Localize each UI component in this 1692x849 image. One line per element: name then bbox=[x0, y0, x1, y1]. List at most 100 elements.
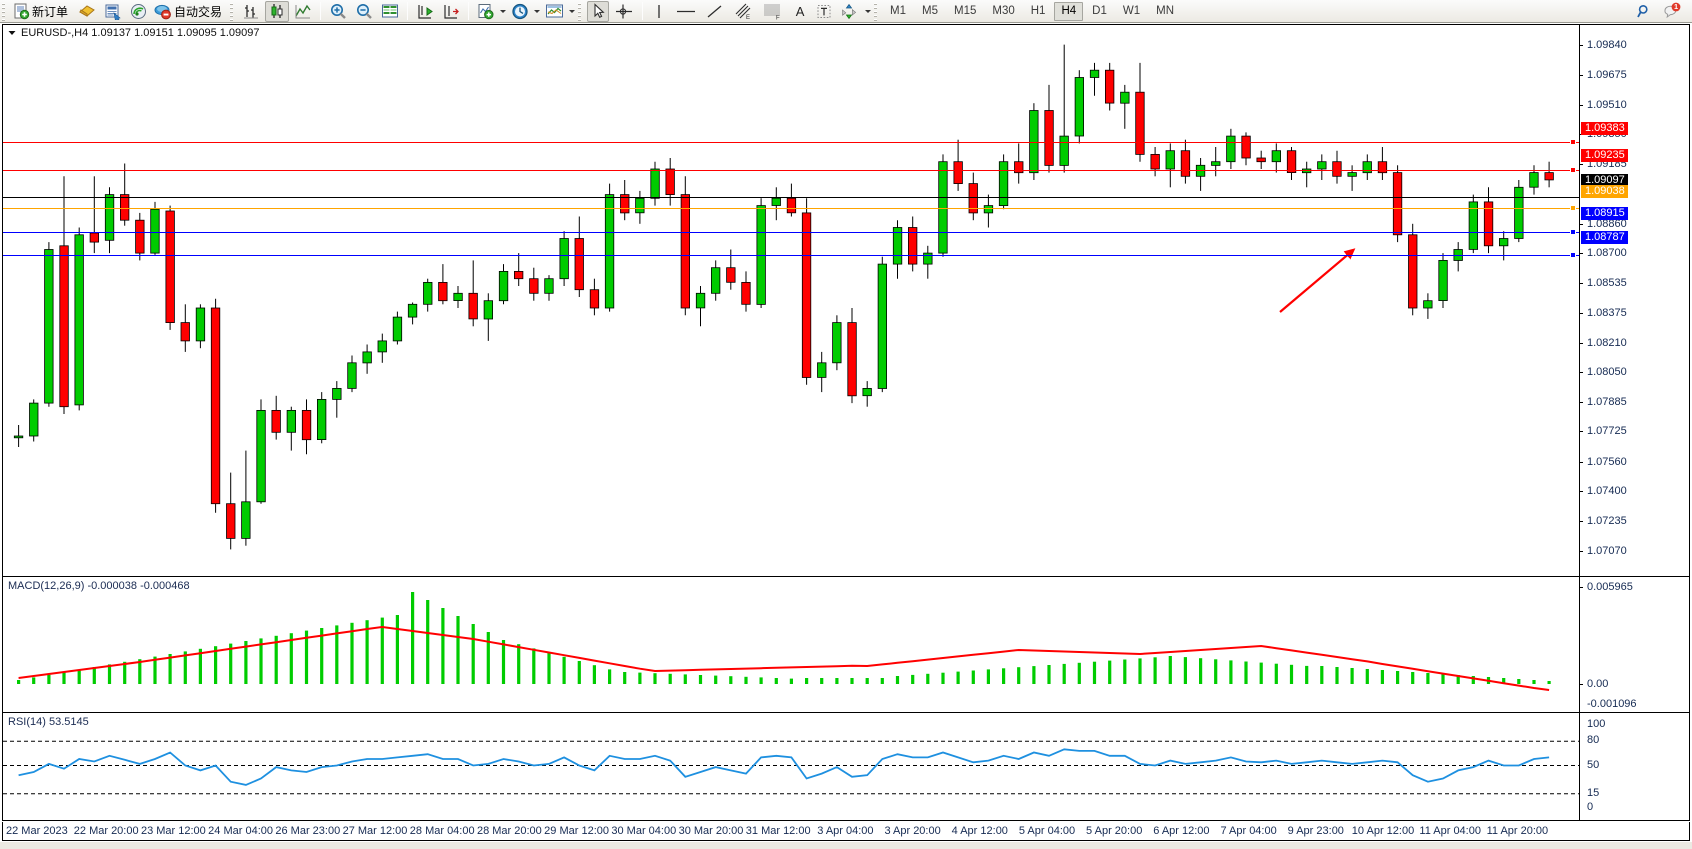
macd-series bbox=[17, 592, 1551, 691]
red-arrow-annotation[interactable] bbox=[3, 25, 1579, 577]
toolbar-sep-2 bbox=[407, 2, 409, 20]
autotrading-label: 自动交易 bbox=[174, 4, 223, 19]
period-separator-icon[interactable] bbox=[508, 1, 532, 22]
toolbar-grip-4[interactable] bbox=[873, 1, 881, 21]
resistance-line-2-price-tag[interactable]: 1.09235 bbox=[1581, 148, 1628, 162]
candlestick-chart-icon[interactable] bbox=[265, 0, 290, 22]
macd-axis[interactable]: 0.005965 0.00 -0.001096 bbox=[1579, 577, 1689, 712]
trendline-icon[interactable] bbox=[702, 1, 728, 22]
templates-icon[interactable] bbox=[542, 1, 567, 22]
notifications-glyph: 1 bbox=[1664, 2, 1681, 19]
support-line-1[interactable] bbox=[3, 232, 1579, 233]
shapes-dropdown-arrow[interactable] bbox=[863, 2, 872, 21]
expert-advisors-icon[interactable] bbox=[75, 1, 99, 22]
price-axis-tick: 1.07235 bbox=[1580, 516, 1627, 527]
toolbar-grip-2[interactable] bbox=[229, 1, 237, 21]
chart-shift-glyph bbox=[444, 4, 459, 19]
shapes-icon[interactable] bbox=[837, 1, 863, 22]
timeframe-h4[interactable]: H4 bbox=[1054, 1, 1084, 21]
zoom-out-glyph bbox=[357, 3, 372, 19]
timeframe-m5[interactable]: M5 bbox=[922, 5, 938, 17]
resistance-line-1[interactable] bbox=[3, 142, 1579, 143]
new-order-label: 新订单 bbox=[32, 4, 69, 19]
timeframe-m1[interactable]: M1 bbox=[890, 5, 907, 17]
time-axis-label: 6 Apr 12:00 bbox=[1153, 825, 1210, 837]
support-line-1-handle[interactable] bbox=[1570, 229, 1576, 235]
time-axis-label: 30 Mar 20:00 bbox=[678, 825, 744, 837]
price-axis-tick: 1.09510 bbox=[1580, 99, 1627, 111]
price-axis-tick: 1.08860 bbox=[1580, 218, 1627, 230]
time-axis-label: 5 Apr 20:00 bbox=[1086, 825, 1143, 837]
current-price-line bbox=[3, 197, 1579, 198]
zoom-in-icon[interactable] bbox=[326, 1, 350, 22]
chart-window[interactable]: EURUSD-,H4 1.09137 1.09151 1.09095 1.090… bbox=[0, 23, 1692, 849]
timeframe-m30[interactable]: M30 bbox=[992, 5, 1015, 17]
pivot-line[interactable] bbox=[3, 208, 1579, 209]
crosshair-icon[interactable] bbox=[611, 1, 637, 22]
bar-chart-glyph bbox=[244, 4, 259, 18]
add-indicator-icon[interactable] bbox=[474, 1, 498, 22]
data-window-icon[interactable] bbox=[378, 1, 402, 22]
macd-pane[interactable]: MACD(12,26,9) -0.000038 -0.000468 0.0059… bbox=[3, 577, 1689, 713]
line-chart-icon[interactable] bbox=[291, 1, 315, 22]
timeframe-h1[interactable]: H1 bbox=[1030, 5, 1046, 17]
price-axis-tick: 1.08050 bbox=[1580, 366, 1627, 378]
chevron-down-icon[interactable] bbox=[7, 28, 17, 38]
time-axis-label: 7 Apr 04:00 bbox=[1220, 825, 1277, 837]
resistance-line-2-handle[interactable] bbox=[1570, 167, 1576, 173]
pivot-line-handle[interactable] bbox=[1570, 205, 1576, 211]
bar-chart-icon[interactable] bbox=[239, 1, 263, 22]
chart-shift-icon[interactable] bbox=[439, 1, 463, 22]
timeframe-w1[interactable]: W1 bbox=[1122, 5, 1141, 17]
support-line-1-price-tag[interactable]: 1.08915 bbox=[1581, 207, 1628, 221]
status-strip bbox=[0, 842, 1692, 849]
horizontal-line-icon[interactable] bbox=[672, 1, 700, 22]
toolbar-grip-1[interactable] bbox=[1, 1, 8, 21]
autotrading-button[interactable]: 自动交易 bbox=[152, 1, 227, 22]
auto-scroll-icon[interactable] bbox=[413, 1, 437, 22]
macd-axis-tick: 0.00 bbox=[1580, 679, 1608, 690]
add-indicator-dropdown-arrow[interactable] bbox=[498, 2, 507, 21]
current-price-line-price-tag[interactable]: 1.09097 bbox=[1581, 174, 1628, 187]
time-axis-label: 31 Mar 12:00 bbox=[745, 825, 811, 837]
search-icon[interactable] bbox=[1633, 1, 1657, 22]
price-axis-tick: 1.07400 bbox=[1580, 485, 1627, 497]
toolbar-grip-3[interactable] bbox=[577, 1, 585, 21]
horizontal-line-glyph bbox=[677, 10, 696, 12]
zoom-out-icon[interactable] bbox=[352, 1, 376, 22]
signals-icon[interactable] bbox=[127, 1, 150, 22]
time-axis-label: 4 Apr 12:00 bbox=[951, 825, 1008, 837]
rsi-pane[interactable]: RSI(14) 53.5145 100 80 50 15 0 bbox=[3, 713, 1689, 820]
support-line-2[interactable] bbox=[3, 255, 1579, 256]
notifications-icon[interactable]: 1 bbox=[1659, 1, 1684, 22]
new-order-button[interactable]: 新订单 bbox=[11, 1, 73, 22]
macd-axis-tick: -0.001096 bbox=[1587, 698, 1637, 710]
support-line-2-price-tag[interactable]: 1.08787 bbox=[1581, 230, 1628, 244]
timeframe-mn[interactable]: MN bbox=[1156, 5, 1174, 17]
resistance-line-1-price-tag[interactable]: 1.09383 bbox=[1581, 121, 1628, 135]
text-label-icon[interactable] bbox=[813, 1, 835, 22]
equidistant-channel-icon[interactable]: E bbox=[730, 1, 757, 22]
resistance-line-1-handle[interactable] bbox=[1570, 139, 1576, 145]
timeframe-m15[interactable]: M15 bbox=[954, 5, 977, 17]
fibonacci-icon[interactable]: F bbox=[759, 1, 787, 22]
autotrading-icon bbox=[154, 4, 171, 19]
price-pane[interactable]: EURUSD-,H4 1.09137 1.09151 1.09095 1.090… bbox=[3, 25, 1689, 577]
resistance-line-2[interactable] bbox=[3, 170, 1579, 171]
period-separator-dropdown-arrow[interactable] bbox=[532, 2, 541, 21]
pivot-line-price-tag[interactable]: 1.09038 bbox=[1581, 184, 1628, 198]
rsi-axis[interactable]: 100 80 50 15 0 bbox=[1579, 713, 1689, 820]
price-axis[interactable]: 1.098401.096751.095101.093501.091851.088… bbox=[1579, 25, 1689, 576]
notifications-badge-count: 1 bbox=[1674, 2, 1678, 11]
time-axis-label: 10 Apr 12:00 bbox=[1351, 825, 1415, 837]
timeframe-d1[interactable]: D1 bbox=[1092, 5, 1107, 17]
time-axis[interactable]: 22 Mar 2023 22 Mar 20:00 23 Mar 12:00 24 Ma… bbox=[2, 822, 1690, 841]
templates-dropdown-arrow[interactable] bbox=[567, 2, 576, 21]
text-icon[interactable]: A bbox=[789, 1, 811, 22]
time-axis-label: 27 Mar 12:00 bbox=[342, 825, 408, 837]
time-axis-label: 26 Mar 23:00 bbox=[275, 825, 341, 837]
vertical-line-icon[interactable] bbox=[648, 1, 670, 22]
support-line-2-handle[interactable] bbox=[1570, 252, 1576, 258]
cursor-icon[interactable] bbox=[587, 0, 610, 22]
news-icon[interactable] bbox=[101, 1, 125, 22]
